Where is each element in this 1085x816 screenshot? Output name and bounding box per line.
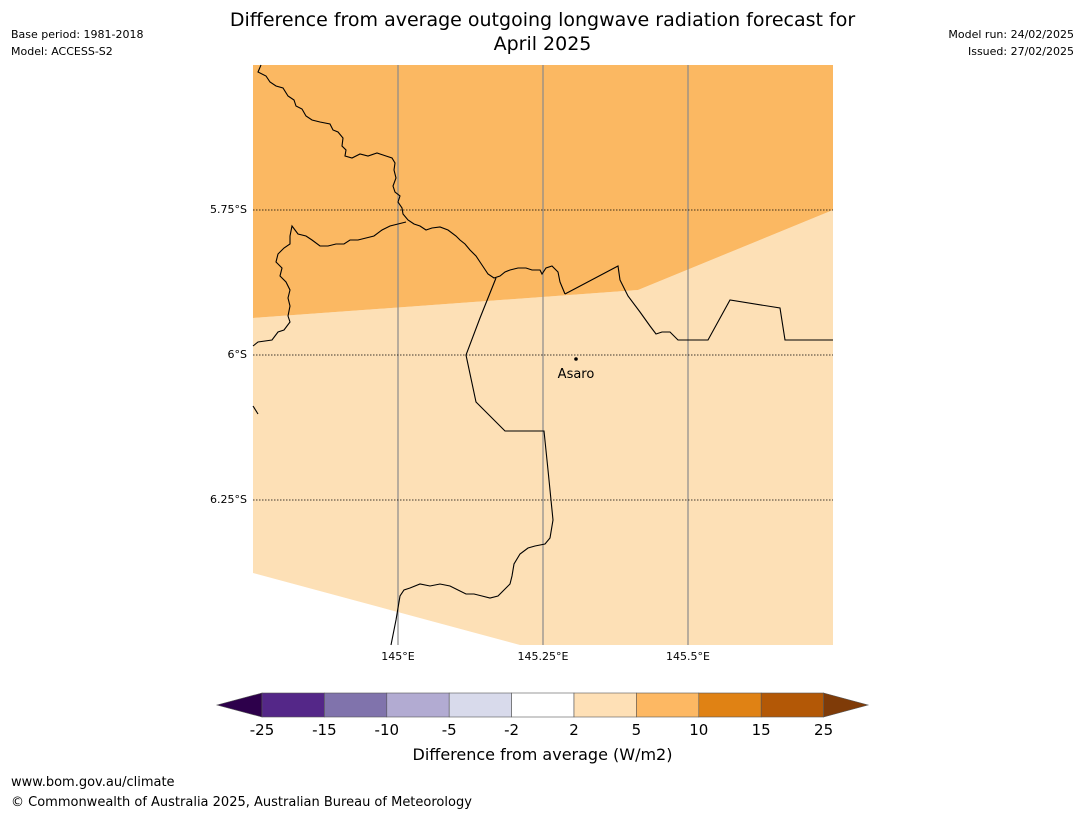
colorbar-swatch-3 [386,692,450,718]
boundary-west-edge [252,405,259,415]
metadata-left: Base period: 1981-2018 Model: ACCESS-S2 [11,26,143,60]
colorbar-swatch-7 [636,692,700,718]
tick-label: 25 [814,721,833,739]
colorbar-arrow-left [215,692,263,718]
colorbar-swatch-4 [448,692,512,718]
lat-label-5-75S: 5.75°S [210,203,247,216]
colorbar-ticks: -25 -15 -10 -5 -2 2 5 10 15 25 [250,721,833,739]
colorbar-swatch-8 [698,692,762,718]
map-panel: Asaro 5.75°S 6°S 6.25°S 145°E 145.25°E 1… [210,64,833,663]
boundary-central [390,277,554,646]
tick-label: -25 [250,721,275,739]
lon-label-145-25E: 145.25°E [518,650,569,663]
tick-label: 10 [689,721,708,739]
asaro-label: Asaro [558,367,595,382]
tick-label: 15 [752,721,771,739]
boundary-east [564,265,833,341]
boundary-north-west [257,64,566,295]
footer-url: www.bom.gov.au/climate [11,775,175,790]
tick-label: -5 [442,721,457,739]
title-line-1: Difference from average outgoing longwav… [229,9,856,31]
tick-label: -15 [312,721,337,739]
tick-label: 2 [569,721,579,739]
metadata-right: Model run: 24/02/2025 Issued: 27/02/2025 [948,26,1074,60]
boundary-west-inner [252,221,407,347]
colorbar-title: Difference from average (W/m2) [412,745,673,764]
issued-text: Issued: 27/02/2025 [967,45,1074,58]
footer-copyright: © Commonwealth of Australia 2025, Austra… [11,795,472,810]
map-title: Difference from average outgoing longwav… [160,8,925,56]
base-period-text: Base period: 1981-2018 [11,28,144,41]
colorbar-swatch-9 [760,692,824,718]
colorbar-swatch-1 [261,692,325,718]
tick-label: -10 [375,721,400,739]
colorbar-arrow-right [823,692,870,718]
province-boundaries [252,64,833,646]
colorbar-swatch-2 [324,692,388,718]
colorbar [215,692,870,718]
model-run-text: Model run: 24/02/2025 [948,28,1074,41]
model-text: Model: ACCESS-S2 [11,45,113,58]
tick-label: -2 [504,721,519,739]
lat-label-6-25S: 6.25°S [210,493,247,506]
colorbar-swatch-5 [511,692,575,718]
asaro-marker [574,357,578,361]
colorbar-swatch-6 [573,692,637,718]
lon-label-145E: 145°E [381,650,414,663]
title-line-2: April 2025 [493,33,592,55]
lon-label-145-5E: 145.5°E [666,650,710,663]
lat-label-6S: 6°S [228,348,247,361]
tick-label: 5 [632,721,642,739]
